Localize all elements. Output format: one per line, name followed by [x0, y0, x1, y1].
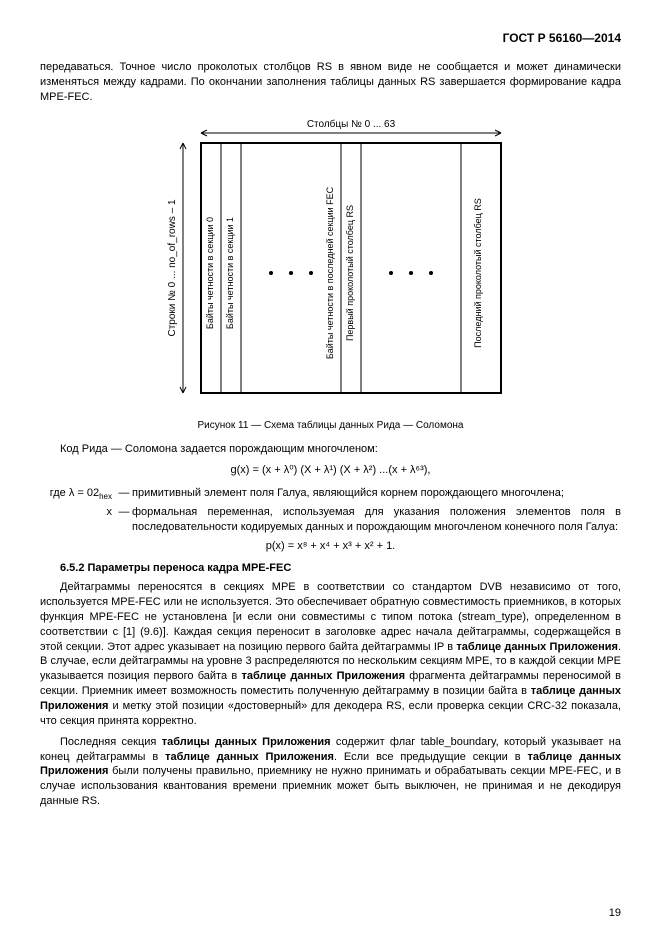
where-row-x: x — формальная переменная, используемая … — [40, 505, 621, 535]
where-row-lambda: где λ = 02hex — примитивный элемент поля… — [40, 486, 621, 503]
where-label-lambda: где λ = 02hex — [40, 486, 116, 503]
doc-header: ГОСТ Р 56160—2014 — [40, 30, 621, 46]
rs-intro: Код Рида — Соломона задается порождающим… — [40, 442, 621, 457]
rs-table-diagram: Столбцы № 0 ... 63 Строки № 0 ... no_of_r… — [141, 113, 521, 413]
figure-caption: Рисунок 11 — Схема таблицы данных Рида —… — [40, 419, 621, 433]
formula-g: g(x) = (x + λ⁰) (X + λ¹) (X + λ²) ...(x … — [40, 463, 621, 478]
where-dash: — — [116, 486, 132, 501]
section-p2: Последняя секция таблицы данных Приложен… — [40, 735, 621, 809]
where-label-x: x — [40, 505, 116, 520]
where-dash: — — [116, 505, 132, 520]
svg-text:Столбцы № 0 ... 63: Столбцы № 0 ... 63 — [306, 118, 395, 130]
formula-p: p(x) = x⁸ + x⁴ + x³ + x² + 1. — [40, 539, 621, 554]
svg-text:Последний проколотый столбец R: Последний проколотый столбец RS — [473, 198, 483, 348]
page: ГОСТ Р 56160—2014 передаваться. Точное ч… — [0, 0, 661, 935]
intro-paragraph: передаваться. Точное число проколотых ст… — [40, 60, 621, 105]
section-p1: Дейтаграммы переносятся в секциях MPE в … — [40, 580, 621, 728]
where-text-lambda: примитивный элемент поля Галуа, являющий… — [132, 486, 621, 501]
section-title: 6.5.2 Параметры переноса кадра MPE-FEC — [40, 561, 621, 576]
where-text-x: формальная переменная, используемая для … — [132, 505, 621, 535]
page-number: 19 — [609, 906, 621, 921]
svg-text:Байты четности в последней сек: Байты четности в последней секции FEC — [325, 186, 335, 359]
svg-text:Строки № 0 ... no_of_rows – 1: Строки № 0 ... no_of_rows – 1 — [167, 199, 178, 336]
figure-11: Столбцы № 0 ... 63 Строки № 0 ... no_of_r… — [40, 113, 621, 413]
svg-text:Байты четности в секции 0: Байты четности в секции 0 — [205, 217, 215, 329]
svg-text:Первый проколотый столбец RS: Первый проколотый столбец RS — [345, 205, 355, 341]
svg-text:Байты четности в секции 1: Байты четности в секции 1 — [225, 217, 235, 329]
